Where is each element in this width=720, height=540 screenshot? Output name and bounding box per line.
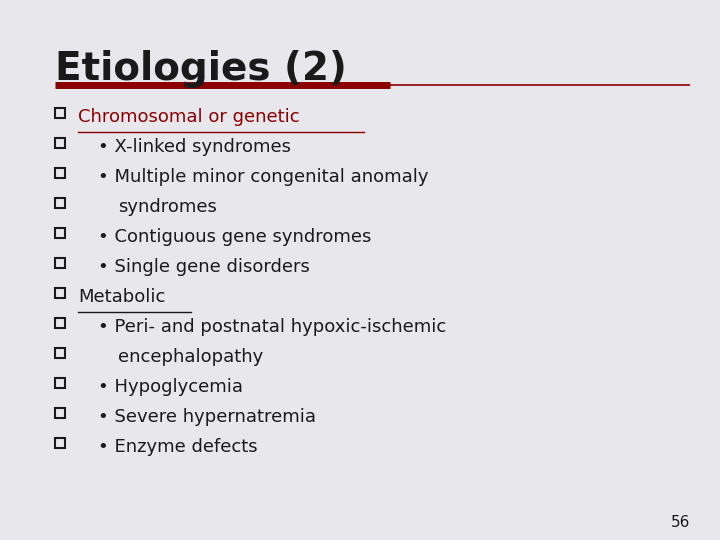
Text: encephalopathy: encephalopathy: [118, 348, 264, 366]
Text: • Enzyme defects: • Enzyme defects: [98, 438, 258, 456]
Text: 56: 56: [670, 515, 690, 530]
Text: • Hypoglycemia: • Hypoglycemia: [98, 378, 243, 396]
Text: Metabolic: Metabolic: [78, 288, 166, 306]
Text: • Contiguous gene syndromes: • Contiguous gene syndromes: [98, 228, 372, 246]
Text: • Single gene disorders: • Single gene disorders: [98, 258, 310, 276]
Text: Chromosomal or genetic: Chromosomal or genetic: [78, 108, 300, 126]
Text: Etiologies (2): Etiologies (2): [55, 50, 347, 88]
Text: syndromes: syndromes: [118, 198, 217, 216]
Text: • Multiple minor congenital anomaly: • Multiple minor congenital anomaly: [98, 168, 428, 186]
Text: • Peri- and postnatal hypoxic-ischemic: • Peri- and postnatal hypoxic-ischemic: [98, 318, 446, 336]
Text: • Severe hypernatremia: • Severe hypernatremia: [98, 408, 316, 426]
Text: • X-linked syndromes: • X-linked syndromes: [98, 138, 291, 156]
